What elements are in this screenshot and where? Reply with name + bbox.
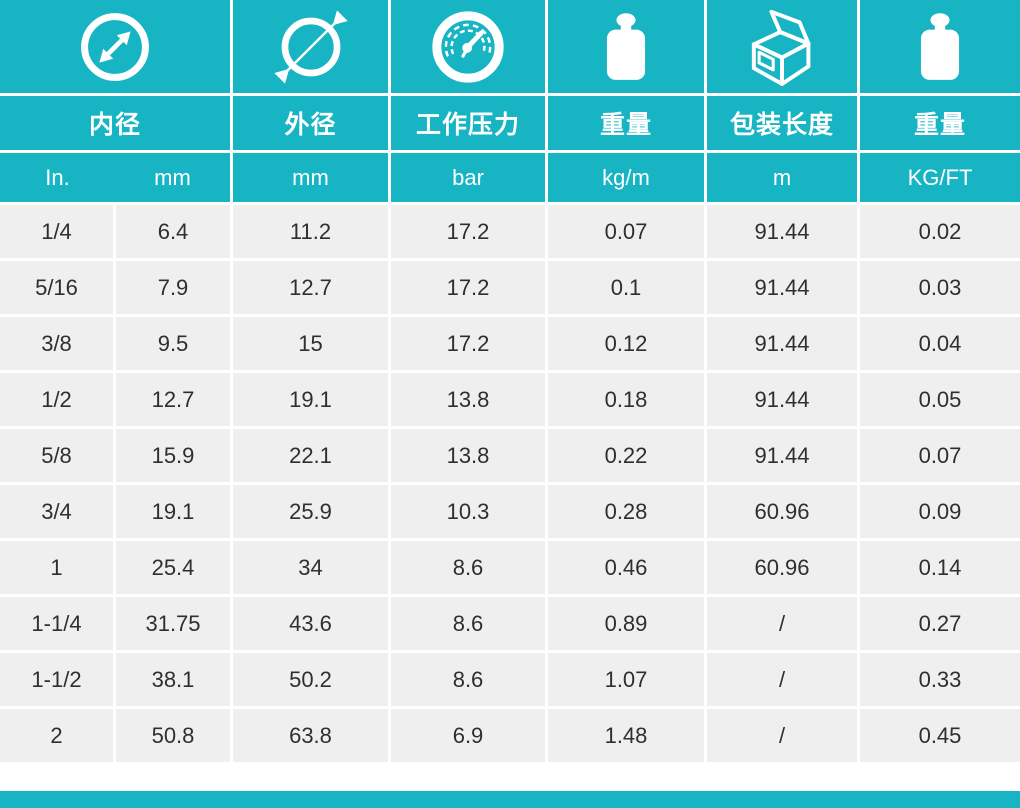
table-cell: 0.04	[860, 317, 1020, 370]
table-cell: 17.2	[391, 205, 545, 258]
outer-diameter-icon	[269, 5, 353, 89]
column-header-weight: 重量	[548, 96, 704, 150]
weight-icon	[914, 12, 966, 82]
table-cell: 31.75	[116, 597, 230, 650]
table-cell: 60.96	[707, 541, 857, 594]
table-cell: 25.9	[233, 485, 388, 538]
table-cell: 8.6	[391, 653, 545, 706]
table-cell: 34	[233, 541, 388, 594]
table-cell: 17.2	[391, 317, 545, 370]
table-cell: 0.05	[860, 373, 1020, 426]
table-cell: 13.8	[391, 429, 545, 482]
table-grid: 内径 外径 工作压力 重量 包装长度 重量 In. mm mm bar kg/m…	[0, 0, 1020, 762]
table-cell: 63.8	[233, 709, 388, 762]
footer-accent-bar	[0, 791, 1020, 808]
table-cell: 91.44	[707, 429, 857, 482]
table-cell: 7.9	[116, 261, 230, 314]
table-cell: 0.46	[548, 541, 704, 594]
header-icon-cell	[548, 0, 704, 93]
units-cell-outer-diameter: mm	[233, 153, 388, 202]
table-cell: 11.2	[233, 205, 388, 258]
unit-in: In.	[45, 164, 70, 190]
unit-mm: mm	[154, 164, 191, 190]
table-cell: 1/4	[0, 205, 113, 258]
column-header-outer-diameter: 外径	[233, 96, 388, 150]
table-cell: 10.3	[391, 485, 545, 538]
column-header-working-pressure: 工作压力	[391, 96, 545, 150]
table-cell: 0.18	[548, 373, 704, 426]
table-cell: 0.03	[860, 261, 1020, 314]
table-cell: 50.2	[233, 653, 388, 706]
weight-icon	[600, 12, 652, 82]
table-cell: 12.7	[233, 261, 388, 314]
table-cell: 0.89	[548, 597, 704, 650]
table-cell: 12.7	[116, 373, 230, 426]
table-cell: 0.33	[860, 653, 1020, 706]
header-icon-cell	[233, 0, 388, 93]
table-cell: 0.12	[548, 317, 704, 370]
table-cell: 0.02	[860, 205, 1020, 258]
table-cell: 1-1/4	[0, 597, 113, 650]
header-icon-cell	[707, 0, 857, 93]
table-cell: 3/4	[0, 485, 113, 538]
column-header-inner-diameter: 内径	[0, 96, 230, 150]
table-cell: 1	[0, 541, 113, 594]
table-cell: 8.6	[391, 541, 545, 594]
table-cell: 1.07	[548, 653, 704, 706]
table-cell: 15.9	[116, 429, 230, 482]
column-header-package-length: 包装长度	[707, 96, 857, 150]
table-cell: 9.5	[116, 317, 230, 370]
table-cell: 19.1	[233, 373, 388, 426]
package-box-icon	[737, 3, 827, 91]
table-cell: 0.09	[860, 485, 1020, 538]
table-cell: 91.44	[707, 373, 857, 426]
header-icon-cell	[0, 0, 230, 93]
units-cell-pressure: bar	[391, 153, 545, 202]
table-cell: 15	[233, 317, 388, 370]
table-cell: 19.1	[116, 485, 230, 538]
column-header-weight-kgft: 重量	[860, 96, 1020, 150]
table-cell: 60.96	[707, 485, 857, 538]
header-icon-cell	[391, 0, 545, 93]
inner-diameter-icon	[76, 8, 154, 86]
table-cell: 5/16	[0, 261, 113, 314]
table-cell: 0.22	[548, 429, 704, 482]
table-cell: 0.07	[548, 205, 704, 258]
table-cell: 17.2	[391, 261, 545, 314]
table-cell: 22.1	[233, 429, 388, 482]
table-cell: 0.27	[860, 597, 1020, 650]
table-cell: 38.1	[116, 653, 230, 706]
table-cell: 1-1/2	[0, 653, 113, 706]
header-icon-cell	[860, 0, 1020, 93]
table-cell: 0.14	[860, 541, 1020, 594]
table-cell: 91.44	[707, 205, 857, 258]
units-cell-package-length: m	[707, 153, 857, 202]
table-cell: 91.44	[707, 261, 857, 314]
table-cell: 91.44	[707, 317, 857, 370]
table-cell: 43.6	[233, 597, 388, 650]
table-cell: 13.8	[391, 373, 545, 426]
table-cell: /	[707, 597, 857, 650]
table-cell: 2	[0, 709, 113, 762]
table-cell: /	[707, 709, 857, 762]
table-cell: 6.4	[116, 205, 230, 258]
pressure-gauge-icon	[427, 6, 509, 88]
units-cell-inner-diameter: In. mm	[0, 153, 230, 202]
table-cell: 8.6	[391, 597, 545, 650]
table-cell: 1/2	[0, 373, 113, 426]
table-cell: 3/8	[0, 317, 113, 370]
table-cell: 0.07	[860, 429, 1020, 482]
table-cell: 50.8	[116, 709, 230, 762]
table-cell: 0.28	[548, 485, 704, 538]
table-cell: /	[707, 653, 857, 706]
units-cell-weight: kg/m	[548, 153, 704, 202]
units-cell-weight-kgft: KG/FT	[860, 153, 1020, 202]
table-cell: 1.48	[548, 709, 704, 762]
table-cell: 6.9	[391, 709, 545, 762]
table-cell: 0.1	[548, 261, 704, 314]
table-cell: 5/8	[0, 429, 113, 482]
table-cell: 0.45	[860, 709, 1020, 762]
table-cell: 25.4	[116, 541, 230, 594]
